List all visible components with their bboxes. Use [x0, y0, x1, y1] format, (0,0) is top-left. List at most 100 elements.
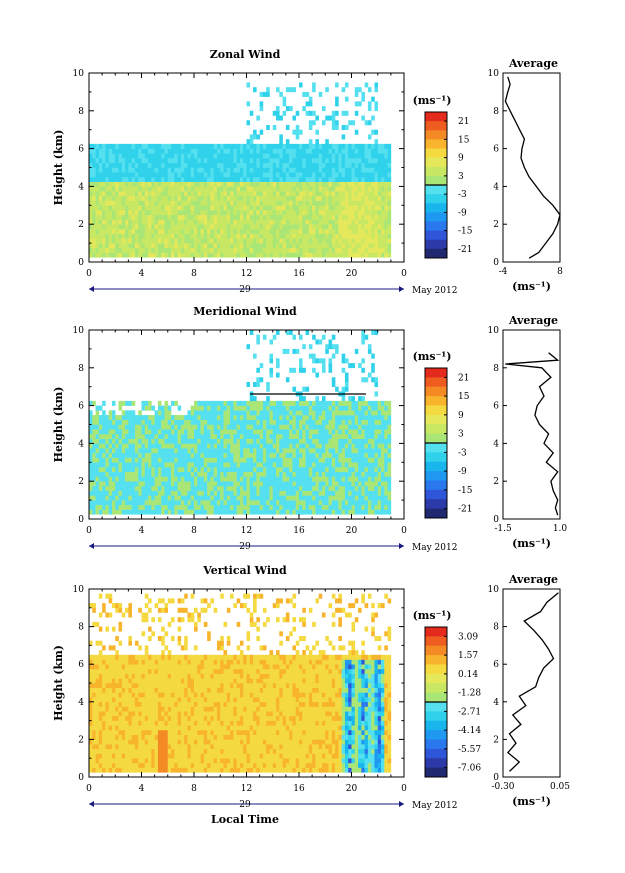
- heatmap-cell: [174, 490, 178, 496]
- heatmap-cell: [285, 87, 290, 93]
- heatmap-cell: [220, 500, 224, 506]
- heatmap-cell: [98, 471, 103, 477]
- heatmap-cell: [285, 452, 290, 458]
- heatmap-cell: [141, 172, 146, 178]
- y-axis-label: Height (km): [52, 130, 65, 206]
- heatmap-cell: [223, 143, 228, 149]
- heatmap-cell: [92, 730, 96, 735]
- heatmap-cell: [348, 452, 352, 458]
- heatmap-cell: [262, 252, 267, 258]
- heatmap-cell: [272, 485, 277, 491]
- heatmap-cell: [92, 162, 96, 168]
- heatmap-cell: [177, 490, 182, 496]
- heatmap-cell: [374, 191, 379, 197]
- heatmap-cell: [289, 367, 293, 373]
- heatmap-cell: [197, 448, 201, 454]
- heatmap-cell: [233, 448, 237, 454]
- heatmap-cell: [292, 219, 297, 225]
- heatmap-cell: [285, 495, 290, 501]
- heatmap-cell: [331, 495, 336, 501]
- heatmap-cell: [318, 429, 323, 435]
- heatmap-cell: [243, 238, 247, 244]
- heatmap-cell: [367, 415, 372, 421]
- heatmap-cell: [371, 452, 375, 458]
- heatmap-cell: [371, 191, 375, 197]
- heatmap-cell: [315, 419, 319, 425]
- heatmap-cell: [328, 363, 333, 369]
- heatmap-cell: [335, 452, 339, 458]
- heatmap-cell: [351, 481, 356, 487]
- heatmap-cell: [194, 181, 198, 187]
- heatmap-cell: [387, 467, 392, 473]
- heatmap-cell: [266, 424, 270, 430]
- heatmap-cell: [358, 143, 362, 149]
- heatmap-cell: [289, 462, 293, 468]
- heatmap-cell: [292, 129, 297, 135]
- heatmap-cell: [161, 410, 165, 416]
- heatmap-cell: [138, 158, 142, 164]
- heatmap-cell: [335, 443, 339, 449]
- heatmap-cell: [220, 438, 224, 444]
- heatmap-cell: [351, 148, 356, 154]
- heatmap-cell: [233, 457, 237, 463]
- heatmap-cell: [344, 158, 349, 164]
- heatmap-cell: [249, 457, 254, 463]
- colorbar-segment: [425, 130, 447, 140]
- heatmap-cell: [312, 148, 316, 154]
- heatmap-cell: [194, 219, 198, 225]
- heatmap-cell: [285, 485, 290, 491]
- heatmap-cell: [98, 476, 103, 482]
- heatmap-cell: [144, 167, 149, 173]
- heatmap-cell: [361, 500, 365, 506]
- heatmap-cell: [361, 433, 365, 439]
- heatmap-cell: [321, 224, 326, 230]
- heatmap-cell: [344, 410, 349, 416]
- heatmap-cell: [108, 243, 113, 249]
- heatmap-cell: [236, 162, 241, 168]
- heatmap-cell: [328, 214, 333, 220]
- heatmap-cell: [381, 429, 385, 435]
- heatmap-cell: [335, 348, 339, 354]
- heatmap-cell: [318, 238, 323, 244]
- heatmap-cell: [190, 228, 195, 234]
- heatmap-cell: [111, 247, 116, 253]
- heatmap-cell: [364, 495, 369, 501]
- heatmap-cell: [230, 433, 234, 439]
- heatmap-cell: [289, 228, 293, 234]
- heatmap-cell: [89, 509, 93, 515]
- heatmap-cell: [226, 433, 231, 439]
- heatmap-cell: [151, 214, 155, 220]
- heatmap-cell: [318, 143, 323, 149]
- heatmap-cell: [154, 233, 159, 239]
- heatmap-cell: [351, 238, 356, 244]
- heatmap-cell: [220, 224, 224, 230]
- heatmap-cell: [266, 219, 270, 225]
- heatmap-cell: [249, 485, 254, 491]
- heatmap-cell: [312, 243, 316, 249]
- heatmap-cell: [381, 433, 385, 439]
- heatmap-cell: [262, 457, 267, 463]
- heatmap-cell: [299, 158, 303, 164]
- heatmap-cell: [276, 429, 280, 435]
- heatmap-cell: [134, 172, 139, 178]
- heatmap-cell: [89, 219, 93, 225]
- heatmap-cell: [325, 143, 329, 149]
- heatmap-cell: [325, 224, 329, 230]
- heatmap-cell: [269, 500, 274, 506]
- heatmap-cell: [331, 158, 336, 164]
- heatmap-cell: [213, 433, 218, 439]
- heatmap-cell: [148, 219, 152, 225]
- heatmap-cell: [364, 243, 369, 249]
- heatmap-cell: [102, 238, 106, 244]
- heatmap-cell: [325, 448, 329, 454]
- heatmap-cell: [98, 481, 103, 487]
- heatmap-cell: [374, 101, 379, 107]
- heatmap-cell: [210, 504, 214, 510]
- heatmap-cell: [121, 415, 126, 421]
- heatmap-cell: [351, 400, 356, 406]
- heatmap-cell: [321, 400, 326, 406]
- heatmap-cell: [230, 224, 234, 230]
- heatmap-cell: [282, 405, 287, 411]
- heatmap-cell: [111, 443, 116, 449]
- heatmap-cell: [246, 381, 251, 387]
